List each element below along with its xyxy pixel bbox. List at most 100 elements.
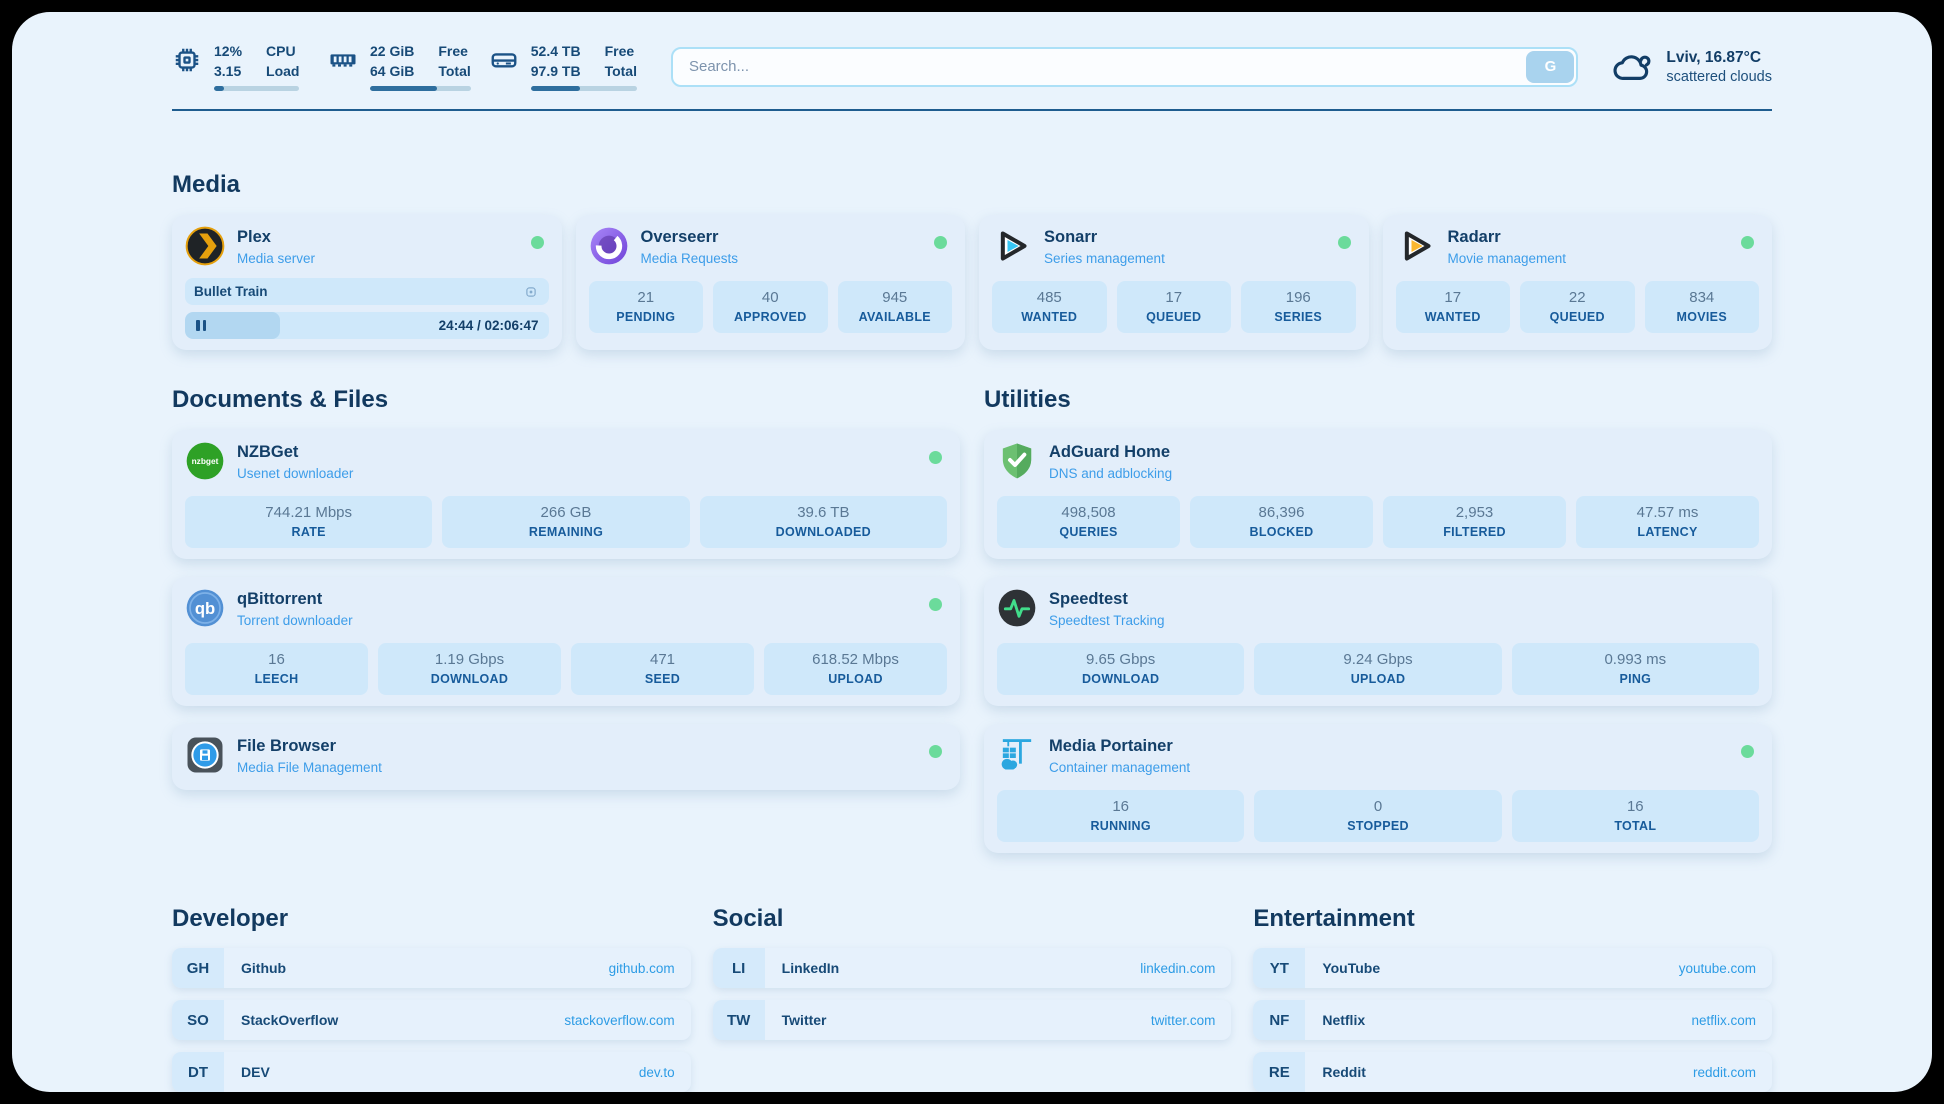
cpu-load-label: Load [266,62,300,79]
stat-label: WANTED [1424,310,1481,325]
bookmark-url: netflix.com [1691,1012,1756,1028]
stat-value: 196 [1285,289,1311,307]
stat-box: 485 WANTED [992,281,1107,334]
bookmark-url: reddit.com [1692,1064,1756,1080]
cpu-progress-fill [214,86,225,92]
app-card-overseerr[interactable]: Overseerr Media Requests 21 PENDING 40 A… [575,215,965,351]
stat-label: BLOCKED [1249,525,1314,540]
weather-condition: scattered clouds [1666,68,1772,85]
stat-box: 21 PENDING [588,281,703,334]
app-subtitle: Container management [1049,759,1191,775]
stat-box: 9.24 Gbps UPLOAD [1254,643,1502,696]
stat-box: 945 AVAILABLE [837,281,952,334]
bookmark-youtube[interactable]: YT YouTube youtube.com [1253,948,1772,989]
stat-value: 17 [1444,289,1462,307]
app-card-portainer[interactable]: Media Portainer Container management 16 … [984,724,1772,854]
app-card-plex[interactable]: Plex Media server Bullet Train [172,215,562,351]
app-card-qbittorrent[interactable]: qb qBittorrent Torrent downloader 16 [172,577,960,707]
portainer-icon [1001,739,1032,770]
ram-total-label: Total [438,62,471,79]
app-name: Sonarr [1044,228,1098,247]
bookmark-url: github.com [608,960,675,976]
stat-label: DOWNLOAD [1081,672,1160,687]
bookmark-netflix[interactable]: NF Netflix netflix.com [1253,1000,1772,1041]
utilities-column: Utilities AdGuard Home DNS [984,386,1772,854]
status-dot [1741,236,1754,250]
app-subtitle: Media server [237,250,316,266]
stat-label: LATENCY [1637,525,1698,540]
app-card-adguard[interactable]: AdGuard Home DNS and adblocking 498,508 … [984,430,1772,560]
stat-value: 9.24 Gbps [1343,651,1413,669]
app-card-speedtest[interactable]: Speedtest Speedtest Tracking 9.65 Gbps D… [984,577,1772,707]
stat-value: 266 GB [540,504,592,522]
stat-value: 744.21 Mbps [265,504,353,522]
ram-progress-bar [370,86,471,92]
disk-free-value: 52.4 TB [530,43,581,59]
social-column: Social LI LinkedIn linkedin.com TW Twitt… [712,905,1232,1092]
status-dot [929,598,942,612]
app-card-sonarr[interactable]: Sonarr Series management 485 WANTED 17 Q… [979,215,1369,351]
dashboard-page: 12% 3.15 CPU Load [12,12,1932,1092]
section-title-media: Media [172,171,241,199]
bookmark-url: twitter.com [1150,1012,1216,1028]
stat-box: 17 QUEUED [1116,281,1231,334]
disk-progress-fill [530,86,580,92]
app-name: qBittorrent [237,590,323,609]
cpu-load-value: 3.15 [214,62,242,79]
bookmark-abbr: LI [712,948,765,989]
bookmark-stackoverflow[interactable]: SO StackOverflow stackoverflow.com [172,1000,691,1041]
stat-value: 16 [268,651,285,669]
stat-label: QUEUED [1146,310,1202,325]
cpu-progress-bar [214,86,300,92]
bookmark-github[interactable]: GH Github github.com [172,948,691,989]
stat-box: 47.57 ms LATENCY [1576,496,1759,549]
disk-total-label: Total [604,62,637,79]
stat-box: 40 APPROVED [713,281,828,334]
stat-label: PENDING [616,310,676,325]
top-bar: 12% 3.15 CPU Load [172,42,1772,92]
stat-label: AVAILABLE [858,310,931,325]
bookmark-abbr: DT [172,1052,224,1092]
stat-value: 47.57 ms [1636,504,1699,522]
stat-label: REMAINING [528,525,604,540]
bookmark-linkedin[interactable]: LI LinkedIn linkedin.com [712,948,1232,989]
search-input[interactable] [672,58,1527,76]
app-name: Media Portainer [1049,737,1173,756]
cpu-icon [175,48,199,72]
stat-label: DOWNLOADED [775,525,871,540]
stat-value: 17 [1165,289,1183,307]
bookmark-name: YouTube [1322,960,1381,977]
svg-text:nzbget: nzbget [192,456,219,466]
stat-label: SERIES [1274,310,1323,325]
app-card-filebrowser[interactable]: File Browser Media File Management [172,724,960,791]
bookmark-url: dev.to [638,1064,675,1080]
cpu-percent: 12% [214,43,243,59]
header-divider [172,109,1772,112]
bookmark-dev[interactable]: DT DEV dev.to [172,1052,691,1092]
app-subtitle: Movie management [1447,250,1567,266]
stat-box: 1.19 Gbps DOWNLOAD [378,643,561,696]
stat-box: 498,508 QUERIES [997,496,1180,549]
stat-value: 1.19 Gbps [434,651,505,669]
stat-value: 2,953 [1455,504,1494,522]
stat-box: 266 GB REMAINING [442,496,690,549]
status-dot [1337,236,1351,250]
bookmark-twitter[interactable]: TW Twitter twitter.com [712,1000,1232,1041]
stat-value: 40 [761,289,779,307]
status-dot [530,236,544,250]
bookmark-reddit[interactable]: RE Reddit reddit.com [1253,1052,1772,1092]
qbittorrent-icon: qb [186,589,224,627]
app-name: File Browser [237,737,337,756]
stat-value: 16 [1112,798,1129,816]
app-card-nzbget[interactable]: nzbget NZBGet Usenet downloader 744.21 M… [172,430,960,560]
nzbget-icon: nzbget [186,442,224,480]
search-engine-button[interactable]: G [1526,50,1575,83]
app-card-radarr[interactable]: Radarr Movie management 17 WANTED 22 QUE… [1382,215,1772,351]
status-dot [934,236,947,250]
speedtest-icon [998,589,1036,627]
stat-box: 16 RUNNING [997,790,1245,843]
bookmark-url: youtube.com [1678,960,1756,976]
bookmark-url: stackoverflow.com [564,1012,675,1028]
stat-label: PING [1619,672,1652,687]
section-title-documents: Documents & Files [172,386,389,414]
